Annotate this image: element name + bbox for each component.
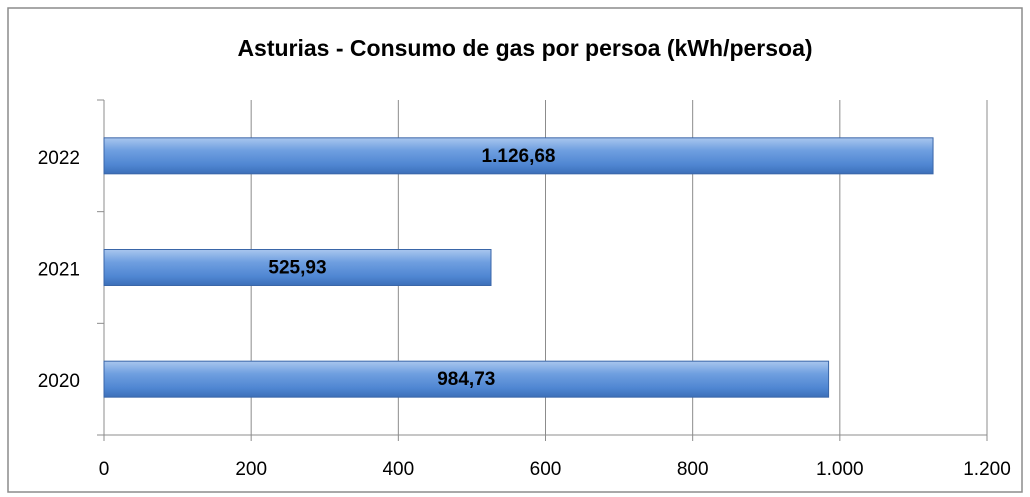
y-tick-label: 2021 — [38, 260, 80, 281]
data-label: 525,93 — [268, 258, 326, 279]
x-tick-label: 1.000 — [816, 459, 864, 480]
x-tick-label: 200 — [235, 459, 267, 480]
bar — [103, 249, 492, 286]
data-label: 1.126,68 — [482, 146, 556, 167]
x-tick-label: 0 — [99, 459, 110, 480]
bar — [103, 137, 934, 175]
y-tick-label: 2022 — [38, 148, 80, 169]
x-tick-label: 400 — [382, 459, 414, 480]
x-tick-label: 800 — [677, 459, 709, 480]
x-tick-label: 600 — [530, 459, 562, 480]
bar — [103, 360, 830, 398]
data-label: 984,73 — [437, 369, 495, 390]
x-tick-label: 1.200 — [963, 459, 1011, 480]
y-tick-label: 2020 — [38, 371, 80, 392]
chart-title: Asturias - Consumo de gas por persoa (kW… — [237, 35, 812, 61]
